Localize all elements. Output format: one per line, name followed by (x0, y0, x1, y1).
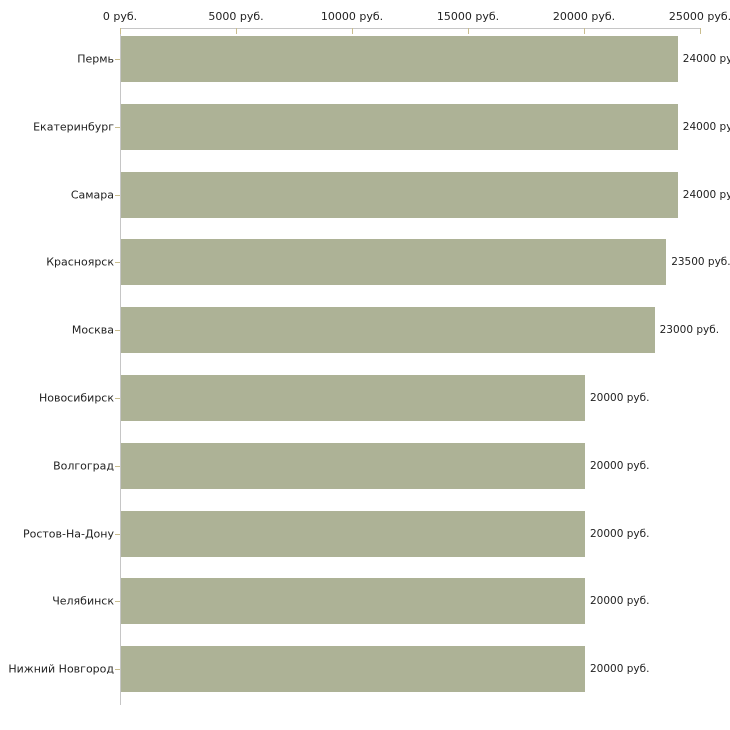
y-tick-mark (115, 330, 120, 332)
category-label: Нижний Новгород (8, 662, 114, 676)
category-label: Волгоград (53, 459, 114, 473)
x-axis-line (120, 28, 701, 29)
bar-10 (121, 646, 585, 693)
y-tick-mark (115, 194, 120, 196)
y-axis-line (120, 28, 121, 705)
bar-9 (121, 578, 585, 625)
value-label: 20000 руб. (590, 392, 650, 404)
bar-4 (121, 239, 667, 286)
bar-6 (121, 375, 585, 421)
category-label: Екатеринбург (33, 120, 114, 134)
y-tick-mark (115, 533, 120, 535)
value-label: 20000 руб. (590, 663, 650, 676)
category-label: Пермь (77, 52, 114, 66)
y-tick-mark (115, 669, 120, 671)
x-tick-mark (584, 28, 585, 34)
y-tick-mark (115, 465, 120, 467)
value-label: 20000 руб. (590, 595, 650, 608)
bar-2 (121, 103, 678, 150)
x-tick-mark (120, 28, 121, 34)
value-label: 23500 руб. (671, 256, 730, 269)
y-tick-mark (115, 262, 120, 264)
category-label: Красноярск (46, 255, 114, 269)
bar-8 (121, 510, 585, 557)
value-label: 20000 руб. (590, 459, 650, 472)
bar-3 (121, 171, 678, 218)
x-tick-label: 5000 руб. (208, 10, 264, 23)
x-tick-mark (352, 28, 353, 34)
x-tick-label: 20000 руб. (552, 10, 616, 23)
value-label: 20000 руб. (590, 527, 650, 540)
x-tick-label: 15000 руб. (436, 10, 500, 23)
y-tick-mark (115, 59, 120, 60)
category-label: Новосибирск (38, 391, 114, 405)
value-label: 24000 руб. (682, 188, 730, 201)
bar-5 (121, 307, 655, 354)
y-tick-mark (115, 601, 120, 603)
category-label: Самара (70, 188, 114, 202)
value-label: 24000 руб. (682, 53, 730, 65)
x-tick-mark (468, 28, 469, 34)
value-label: 23000 руб. (659, 324, 720, 337)
y-tick-mark (115, 398, 120, 399)
bar-1 (121, 36, 678, 82)
x-tick-mark (236, 28, 237, 34)
category-label: Москва (71, 323, 114, 337)
y-tick-mark (115, 126, 120, 128)
x-tick-label: 0 руб. (102, 10, 138, 23)
bar-7 (121, 442, 585, 489)
x-tick-mark (700, 28, 701, 34)
category-label: Челябинск (52, 594, 114, 608)
x-tick-label: 10000 руб. (320, 10, 384, 23)
category-label: Ростов-На-Дону (22, 527, 114, 541)
x-tick-label: 25000 руб. (668, 10, 730, 23)
value-label: 24000 руб. (682, 120, 730, 133)
